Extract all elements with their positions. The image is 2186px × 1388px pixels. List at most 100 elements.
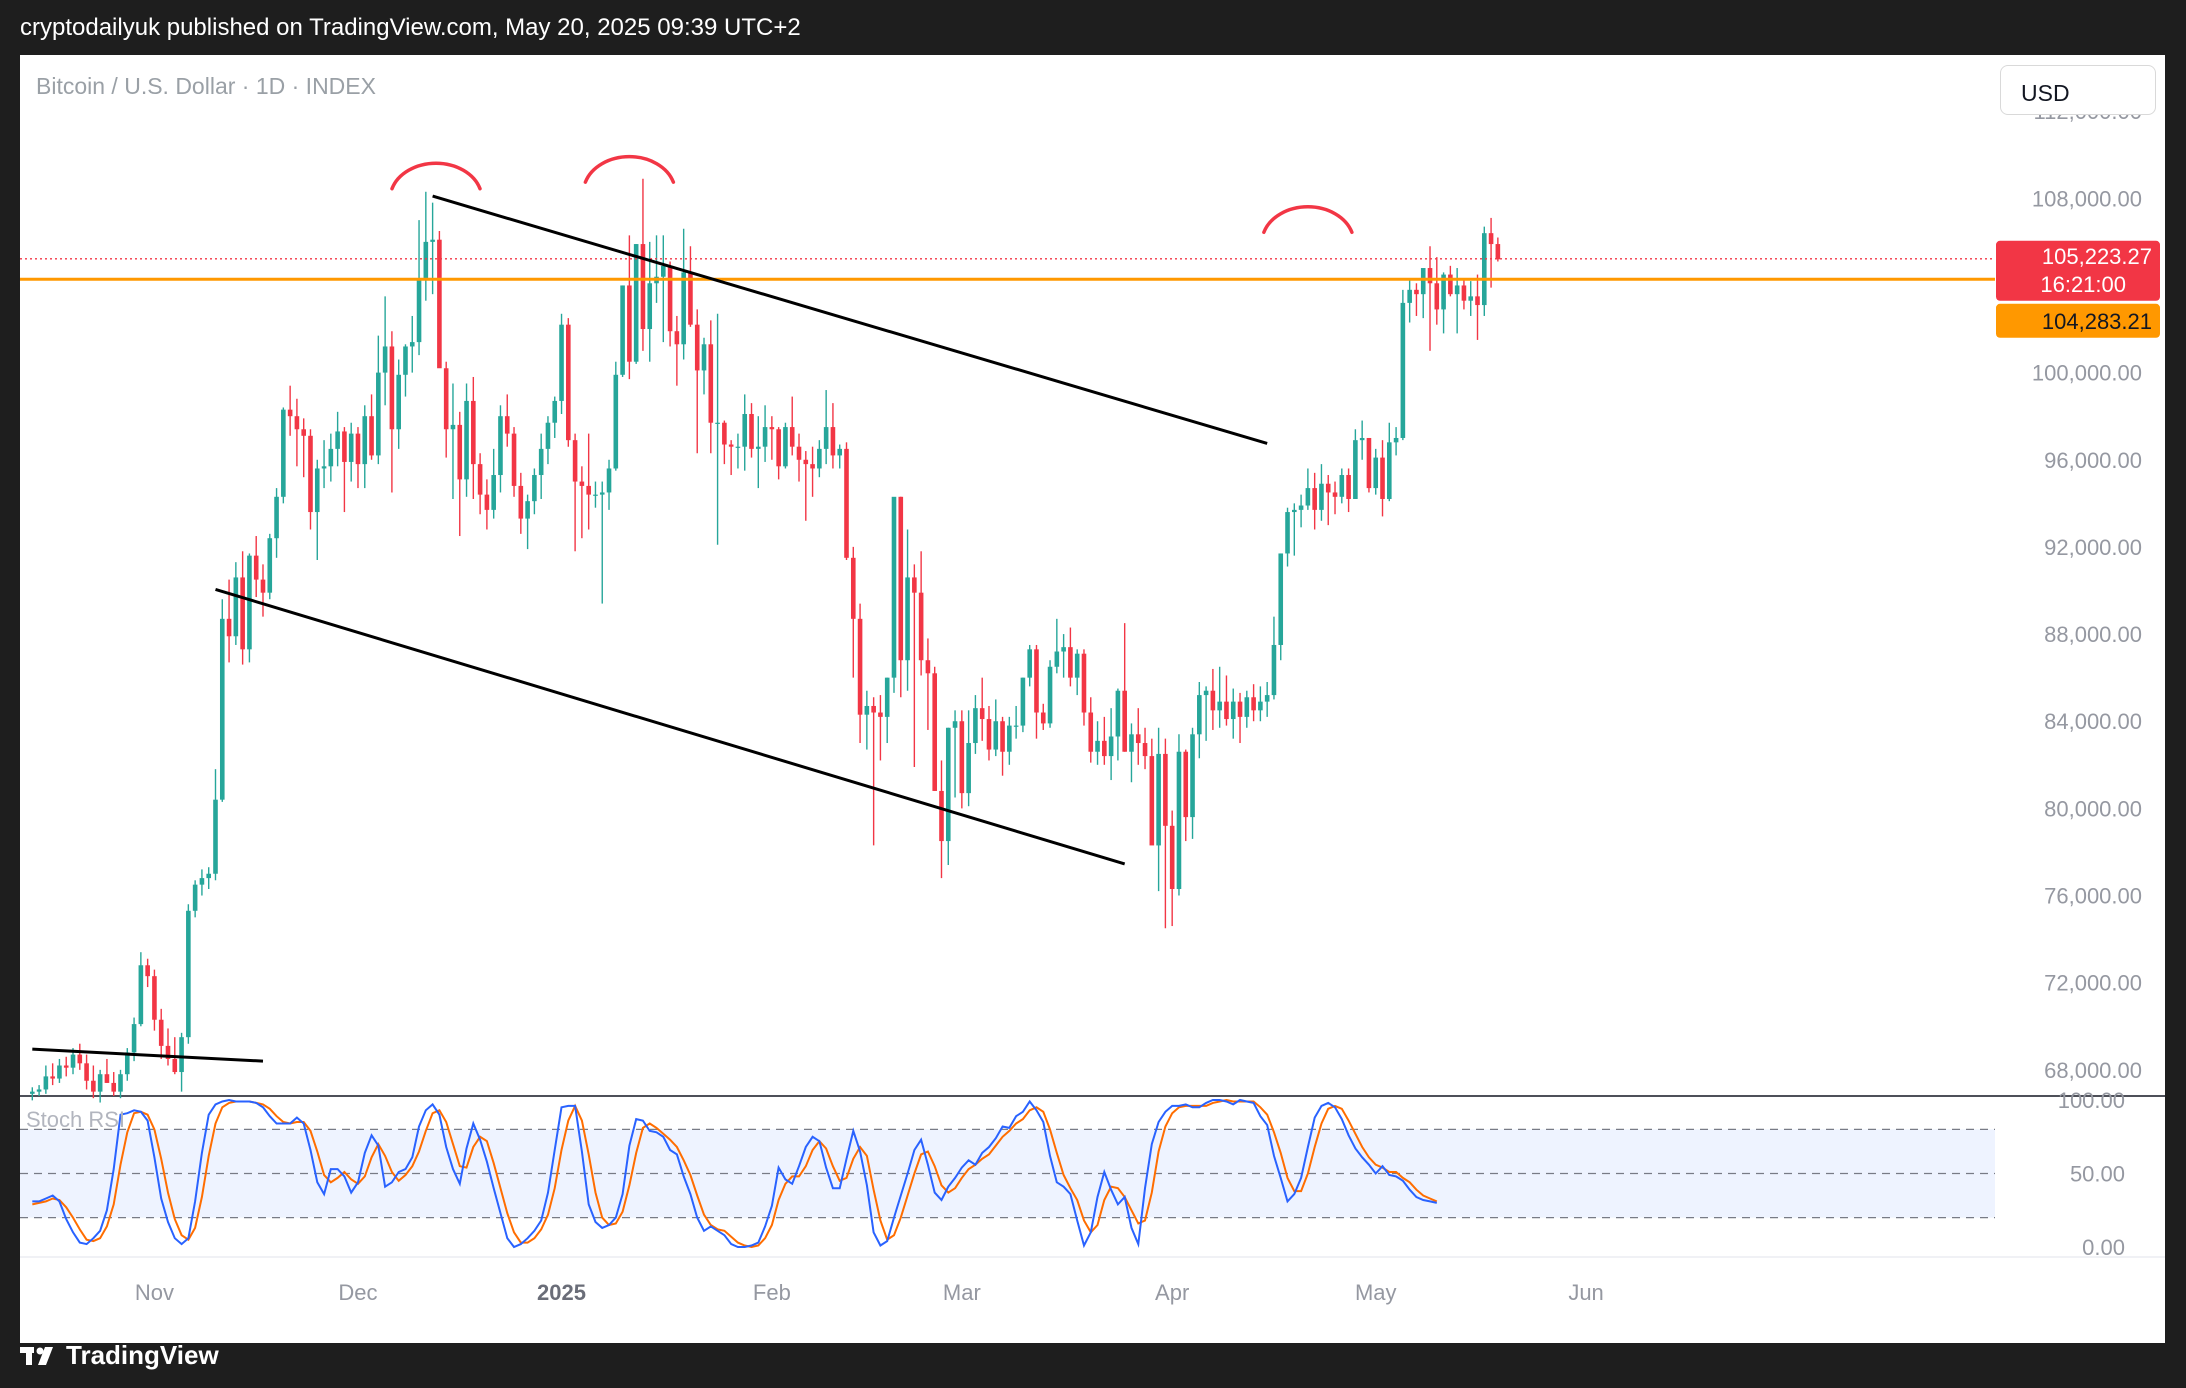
candle xyxy=(219,599,225,802)
candle xyxy=(1129,723,1134,783)
candle-body xyxy=(57,1065,62,1079)
candle-body xyxy=(1061,647,1066,652)
candle-body xyxy=(783,427,788,467)
candle-body xyxy=(715,422,720,424)
time-axis-label: Feb xyxy=(753,1280,791,1305)
candle xyxy=(1359,420,1365,460)
candle-body xyxy=(898,496,904,661)
candle-body xyxy=(688,272,693,325)
chart-canvas[interactable]: Stoch RSI112,000.00108,000.00100,000.009… xyxy=(20,55,2165,1343)
candle xyxy=(1285,507,1290,567)
candle xyxy=(796,433,802,482)
candle-body xyxy=(511,433,517,486)
candle xyxy=(1420,268,1426,319)
candle-body xyxy=(36,1089,42,1092)
candle-body xyxy=(192,884,198,911)
candle xyxy=(850,546,856,678)
candle-body xyxy=(1366,437,1372,489)
candle-body xyxy=(70,1054,76,1068)
candle-body xyxy=(796,446,802,460)
candle xyxy=(1495,237,1501,262)
candle-body xyxy=(1244,697,1250,717)
stoch-axis-label: 100.00 xyxy=(2058,1088,2125,1113)
candle xyxy=(518,472,524,534)
candle xyxy=(1095,721,1100,765)
candle-body xyxy=(681,272,686,345)
drawings xyxy=(20,154,1995,1063)
candle-body xyxy=(1020,677,1026,726)
candle-body xyxy=(952,721,958,728)
candle-body xyxy=(1407,289,1412,303)
candle-body xyxy=(165,1045,171,1059)
candle xyxy=(1156,727,1161,892)
trendline-1 xyxy=(215,587,1126,866)
candle-body xyxy=(1135,734,1141,744)
candle xyxy=(1034,644,1039,739)
candle xyxy=(403,344,408,397)
candle-body xyxy=(925,660,931,674)
candle-body xyxy=(416,278,422,343)
candle-body xyxy=(1081,653,1087,713)
candle-body xyxy=(491,475,496,510)
candle-body xyxy=(674,331,680,345)
candle xyxy=(63,1056,69,1077)
candle-body xyxy=(1149,756,1155,846)
candle-body xyxy=(599,492,605,495)
candle-body xyxy=(1278,553,1284,645)
candle xyxy=(1081,649,1087,726)
chart-panel[interactable]: Stoch RSI112,000.00108,000.00100,000.009… xyxy=(20,55,2165,1343)
candle-body xyxy=(335,431,340,449)
time-axis-label: Nov xyxy=(135,1280,174,1305)
candle-body xyxy=(464,400,469,480)
candle xyxy=(1054,618,1060,674)
candle-body xyxy=(633,244,639,362)
candle-body xyxy=(1217,701,1222,711)
candle-body xyxy=(376,372,381,456)
candle xyxy=(776,427,781,480)
candle xyxy=(755,416,761,489)
candle-body xyxy=(287,409,293,417)
candle-body xyxy=(966,743,971,794)
candle xyxy=(1224,675,1229,726)
publish-header: cryptodailyuk published on TradingView.c… xyxy=(0,0,2186,55)
candle-body xyxy=(1400,302,1406,438)
candle-body xyxy=(810,464,815,469)
candle xyxy=(1339,468,1345,504)
candle-body xyxy=(477,464,483,495)
candle xyxy=(613,361,619,471)
candle xyxy=(966,710,971,807)
candle-body xyxy=(138,965,144,1025)
candle xyxy=(1380,440,1385,517)
candle-body xyxy=(1156,753,1161,846)
candle-body xyxy=(328,448,334,467)
currency-selector[interactable]: USD xyxy=(2000,65,2156,115)
price-axis-label: 80,000.00 xyxy=(2044,796,2142,821)
candle xyxy=(362,405,368,489)
candle-body xyxy=(844,448,849,558)
candle-body xyxy=(661,265,666,277)
candle-body xyxy=(1176,751,1182,890)
price-axis-label: 84,000.00 xyxy=(2044,709,2142,734)
candle-body xyxy=(1264,695,1270,702)
candle-body xyxy=(1359,437,1365,441)
candle-body xyxy=(1040,712,1046,724)
candle xyxy=(484,479,490,530)
candle-body xyxy=(1122,690,1127,752)
candle-body xyxy=(253,555,259,580)
candle-body xyxy=(118,1074,123,1092)
candle-body xyxy=(1393,437,1399,443)
candle xyxy=(952,710,958,798)
candle-body xyxy=(314,468,320,513)
candle-body xyxy=(1129,734,1134,752)
level-price-value: 104,283.21 xyxy=(2042,309,2152,334)
candle xyxy=(348,422,354,482)
candle xyxy=(728,440,734,476)
candle xyxy=(1203,686,1209,741)
candle xyxy=(606,459,612,510)
candle-body xyxy=(1013,725,1019,727)
candle xyxy=(844,442,849,560)
peak-arc-marker-0 xyxy=(390,161,482,191)
candle-body xyxy=(1102,740,1107,757)
candle-body xyxy=(742,414,748,447)
candle-body xyxy=(1169,825,1175,890)
